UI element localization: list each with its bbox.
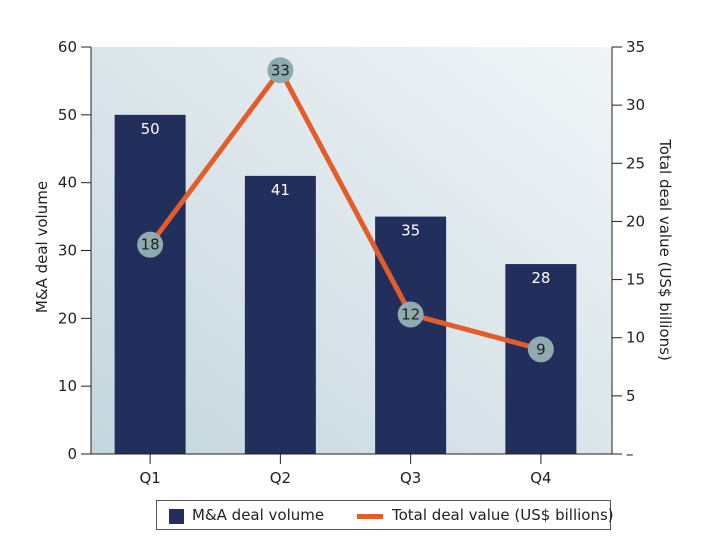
bar-q1 [114,114,186,454]
value-marker [527,336,554,363]
x-tick-label: Q4 [530,469,551,487]
legend-label-volume: M&A deal volume [192,506,325,524]
value-label: 12 [401,305,420,323]
bar-label: 35 [401,222,420,240]
legend-swatch-value [357,514,383,519]
value-label: 9 [536,340,546,358]
value-marker [137,231,164,258]
y-tick-label: 60 [58,38,77,56]
bar-q3 [375,216,447,454]
bar-label: 28 [531,269,550,287]
y-right-tick-label: 30 [626,96,645,114]
y-tick-label: 50 [58,106,77,124]
y-tick-label: 0 [67,445,77,463]
value-marker [397,301,424,328]
value-marker [267,57,294,84]
bar-label: 41 [271,181,290,199]
y-right-tick-label: – [626,445,634,463]
y-axis-right-label: Total deal value (US$ billions) [656,138,674,361]
y-right-tick-label: 15 [626,271,645,289]
value-label: 33 [271,61,290,79]
y-tick-label: 30 [58,242,77,260]
legend-swatch-volume [169,509,184,524]
x-tick-label: Q1 [139,469,160,487]
bar-label: 50 [141,120,160,138]
y-tick-label: 40 [58,174,77,192]
y-tick-label: 10 [58,377,77,395]
y-right-tick-label: 25 [626,154,645,172]
x-tick-label: Q3 [400,469,421,487]
y-tick-label: 20 [58,309,77,327]
x-tick-label: Q2 [270,469,291,487]
legend: M&A deal volume Total deal value (US$ bi… [156,500,614,530]
value-line [148,65,542,352]
y-axis-label: M&A deal volume [33,181,51,313]
value-label: 18 [141,236,160,254]
bar-q2 [244,175,316,454]
y-right-tick-label: 5 [626,387,636,405]
y-right-tick-label: 20 [626,212,645,230]
y-right-tick-label: 35 [626,38,645,56]
legend-label-value: Total deal value (US$ billions) [392,506,614,524]
y-right-tick-label: 10 [626,329,645,347]
